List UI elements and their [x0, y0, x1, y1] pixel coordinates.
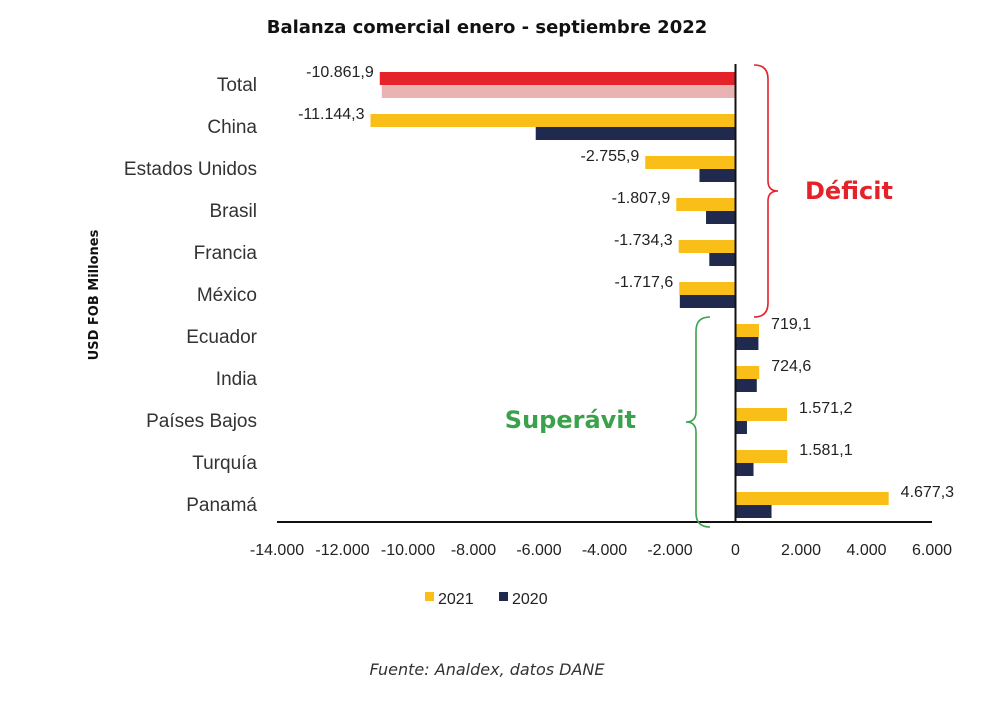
data-label-brasil: -1.807,9: [612, 190, 671, 207]
x-tick-label-9: 4.000: [846, 542, 886, 559]
category-label-china: China: [207, 117, 257, 138]
brace-superavit: [685, 316, 711, 528]
data-label-china: -11.144,3: [298, 106, 365, 123]
category-label-turquia: Turquía: [192, 453, 257, 474]
bar-2020-paises-bajos: [735, 421, 747, 434]
category-label-paises-bajos: Países Bajos: [146, 411, 257, 432]
bar-2021-francia: [678, 240, 736, 253]
data-label-francia: -1.734,3: [614, 232, 673, 249]
x-tick-label-7: 0: [731, 542, 740, 559]
category-label-estados-unidos: Estados Unidos: [124, 159, 257, 180]
bar-2021-brasil: [676, 198, 736, 211]
x-tick-label-8: 2.000: [781, 542, 821, 559]
legend: 2021 2020: [425, 591, 548, 608]
x-tick-label-0: -14.000: [250, 542, 304, 559]
bar-2021-china: [370, 114, 736, 127]
category-label-mexico: México: [197, 285, 257, 306]
bar-2020-turquia: [735, 463, 754, 476]
data-label-ecuador: 719,1: [771, 316, 811, 333]
bar-2020-francia: [709, 253, 736, 266]
category-label-total: Total: [217, 75, 257, 96]
brace-deficit: [753, 64, 779, 318]
bar-2020-panama: [735, 505, 772, 518]
bar-2021-ecuador: [735, 324, 760, 337]
x-tick-label-3: -8.000: [451, 542, 496, 559]
data-label-paises-bajos: 1.571,2: [799, 400, 852, 417]
x-tick-label-4: -6.000: [516, 542, 561, 559]
annotation-superavit: Superávit: [505, 406, 636, 434]
y-axis-label: USD FOB Millones: [87, 229, 102, 360]
legend-swatch-2021: [425, 592, 434, 601]
bar-2020-china: [535, 127, 736, 140]
bar-2021-paises-bajos: [735, 408, 787, 421]
category-label-brasil: Brasil: [209, 201, 257, 222]
data-label-estados-unidos: -2.755,9: [581, 148, 640, 165]
data-label-mexico: -1.717,6: [615, 274, 674, 291]
x-tick-label-5: -4.000: [582, 542, 627, 559]
category-label-ecuador: Ecuador: [186, 327, 257, 348]
bar-2021-turquia: [735, 450, 788, 463]
category-label-panama: Panamá: [186, 495, 257, 516]
source-note: Fuente: Analdex, datos DANE: [369, 660, 605, 679]
data-label-panama: 4.677,3: [901, 484, 954, 501]
x-tick-label-2: -10.000: [381, 542, 435, 559]
chart-title: Balanza comercial enero - septiembre 202…: [267, 17, 708, 38]
legend-label-2021: 2021: [438, 591, 474, 608]
bar-2021-mexico: [679, 282, 736, 295]
legend-swatch-2020: [499, 592, 508, 601]
bar-2020-india: [735, 379, 757, 392]
bar-2021-panama: [735, 492, 889, 505]
bar-2021-india: [735, 366, 760, 379]
category-label-india: India: [216, 369, 258, 390]
bar-2020-ecuador: [735, 337, 759, 350]
bar-2020-mexico: [679, 295, 736, 308]
bar-2020-estados-unidos: [699, 169, 736, 182]
x-tick-label-10: 6.000: [912, 542, 952, 559]
category-label-francia: Francia: [194, 243, 258, 264]
annotations-layer: Déficit Superávit: [505, 64, 893, 528]
x-tick-label-6: -2.000: [647, 542, 692, 559]
axes-layer: -14.000 -12.000 -10.000 -8.000 -6.000 -4.000 -…: [250, 64, 952, 559]
bars-layer: Total -10.861,9 China -11.144,3 Estados Unid…: [124, 64, 954, 518]
bar-2021-total: [379, 72, 736, 85]
x-tick-label-1: -12.000: [315, 542, 369, 559]
data-label-total: -10.861,9: [306, 64, 374, 81]
annotation-deficit: Déficit: [805, 177, 893, 205]
legend-label-2020: 2020: [512, 591, 548, 608]
data-label-turquia: 1.581,1: [799, 442, 852, 459]
bar-2020-brasil: [706, 211, 736, 224]
bar-2021-estados-unidos: [645, 156, 736, 169]
data-label-india: 724,6: [771, 358, 811, 375]
bar-2020-total: [381, 85, 736, 98]
